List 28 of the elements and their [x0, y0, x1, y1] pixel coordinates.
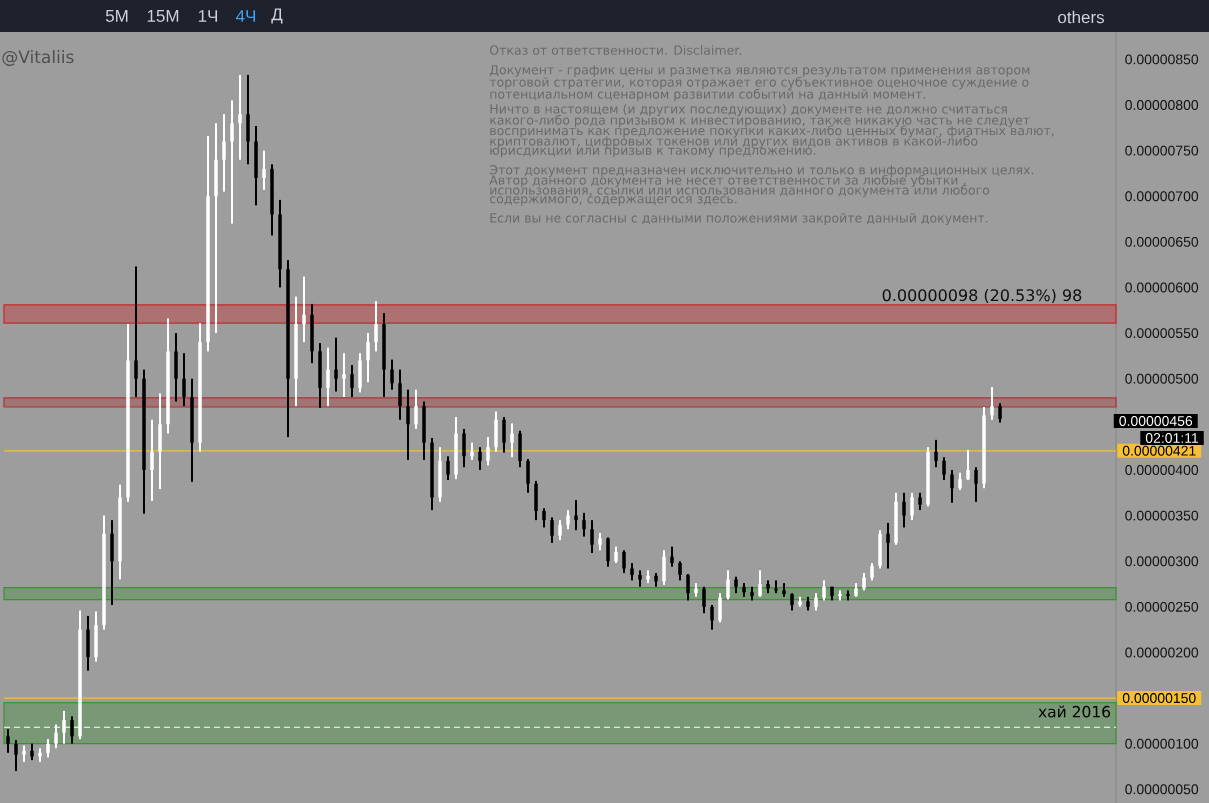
text: 1Ч: [198, 10, 218, 22]
band-label: хай 2016: [1038, 705, 1111, 718]
y-tick-label: 0.00000050: [1125, 784, 1199, 795]
y-tick-label: 0.00000300: [1125, 556, 1199, 567]
text: 0.00000456: [1119, 416, 1193, 426]
text: 15M: [147, 10, 179, 22]
y-tick-label: 0.00000550: [1125, 328, 1199, 339]
y-tick-label: 0.00000800: [1125, 100, 1199, 110]
y-tick-label: 0.00000700: [1125, 191, 1199, 202]
y-tick-label: 0.00000500: [1125, 373, 1199, 384]
y-tick-label: 0.00000650: [1125, 236, 1199, 247]
text: 5M: [105, 10, 128, 22]
text: 02:01:11: [1145, 433, 1199, 443]
annotation: 0.00000098 (20.53%) 98: [882, 288, 1082, 304]
y-tick-label: 0.00000100: [1125, 738, 1199, 749]
y-tick-label: 0.00000850: [1125, 54, 1199, 65]
y-tick-label: 0.00000750: [1125, 145, 1199, 156]
y-tick-label: 0.00000600: [1125, 282, 1199, 293]
ref-line-label: 0.00000150: [1122, 693, 1196, 704]
y-tick-label: 0.00000200: [1125, 647, 1199, 658]
ref-line-label: 0.00000421: [1122, 445, 1196, 456]
text: Д: [271, 8, 283, 24]
y-tick-label: 0.00000350: [1125, 510, 1199, 521]
text: 4Ч: [236, 10, 256, 22]
y-tick-label: 0.00000250: [1125, 601, 1199, 612]
y-tick-label: 0.00000400: [1125, 465, 1199, 475]
text: others: [1058, 10, 1105, 24]
annotation: @Vitaliis: [2, 50, 74, 66]
